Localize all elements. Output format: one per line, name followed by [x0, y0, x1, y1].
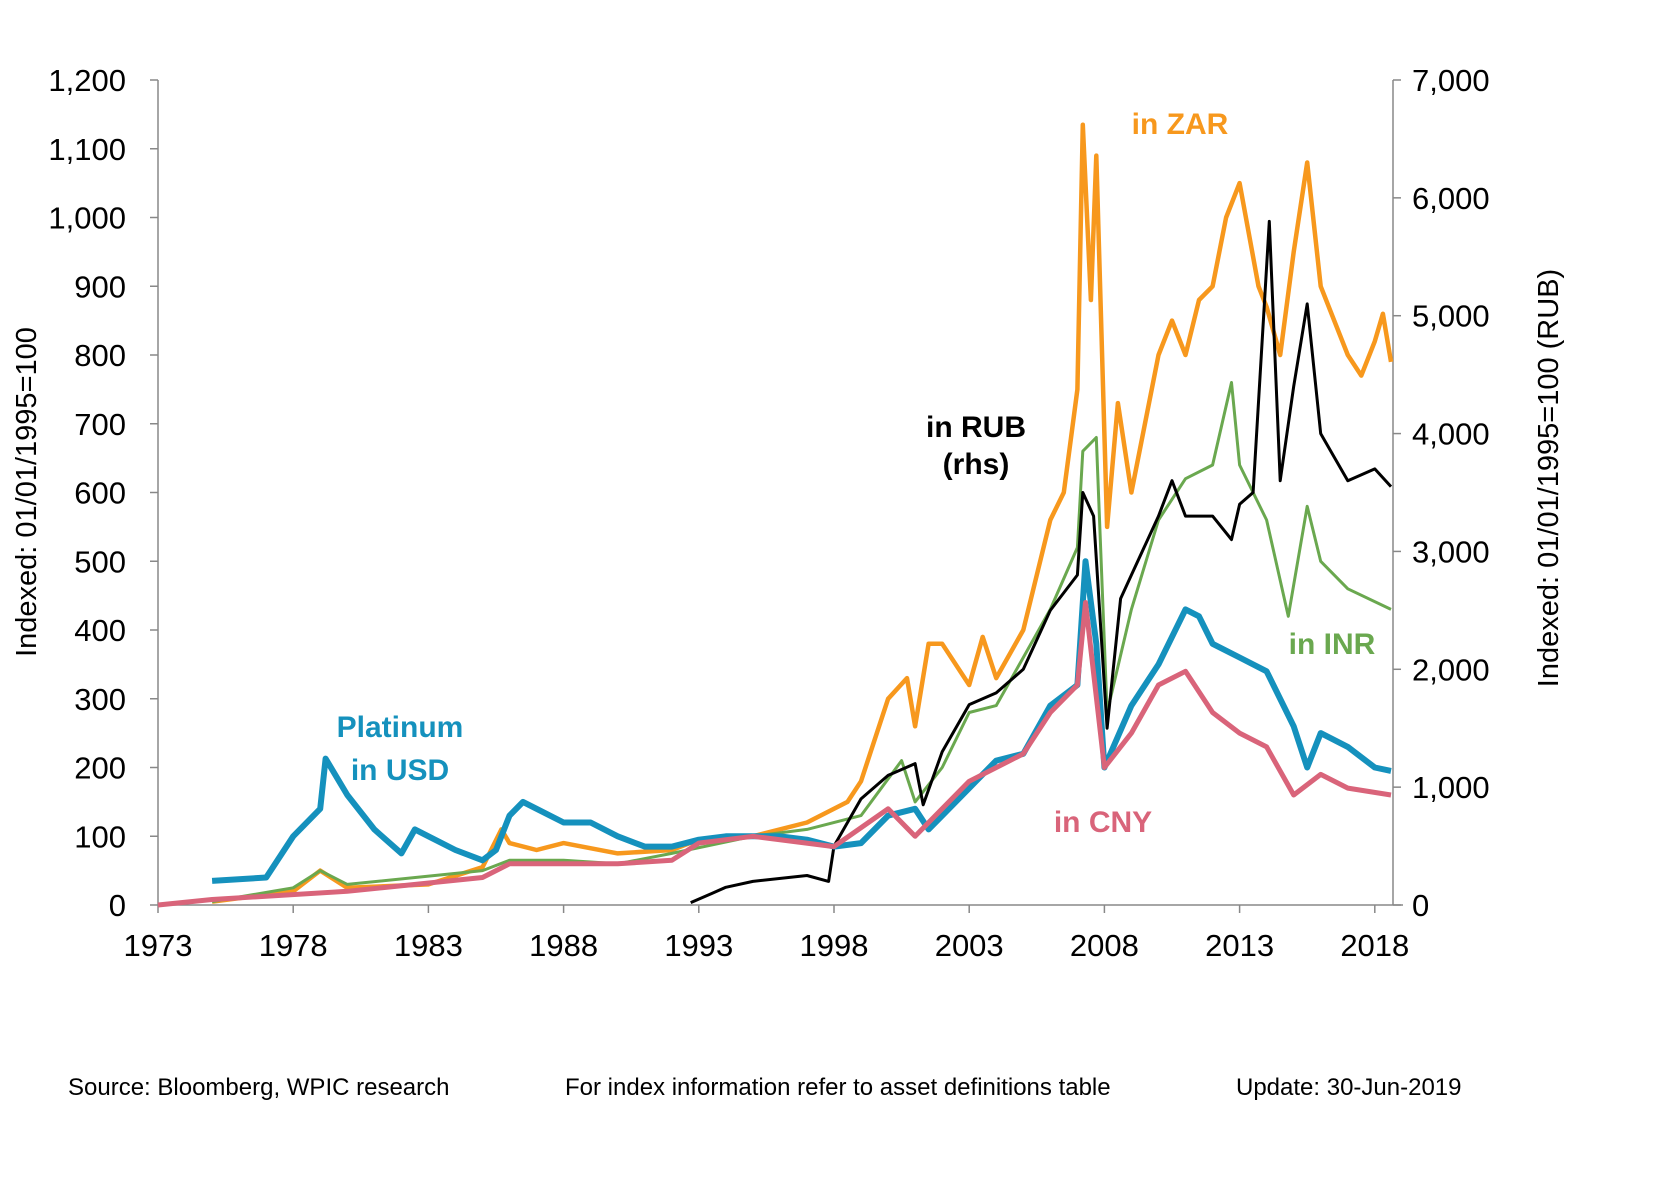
series-line-inr	[211, 381, 1392, 904]
y2-axis-label: Indexed: 01/01/1995=100 (RUB)	[1533, 269, 1565, 687]
x-tick-label: 2013	[1205, 928, 1274, 963]
y2-tick-label: 5,000	[1412, 299, 1490, 334]
y-tick-label: 500	[74, 544, 126, 579]
series-label-usd: Platinum	[337, 711, 464, 744]
series-label-rub: (rhs)	[943, 448, 1010, 481]
x-tick-label: 1983	[394, 928, 463, 963]
y-tick-label: 900	[74, 269, 126, 304]
y2-tick-label: 3,000	[1412, 534, 1490, 569]
y2-tick-label: 0	[1412, 888, 1429, 923]
y2-tick-label: 4,000	[1412, 417, 1490, 452]
y-tick-label: 1,200	[48, 63, 126, 98]
y-tick-label: 400	[74, 613, 126, 648]
series-line-cny	[157, 600, 1392, 908]
update-date: Update: 30-Jun-2019	[1236, 1074, 1462, 1101]
x-tick-label: 1998	[800, 928, 869, 963]
index-note: For index information refer to asset def…	[565, 1074, 1111, 1101]
y-axis-label: Indexed: 01/01/1995=100	[11, 327, 43, 657]
y-tick-label: 1,000	[48, 201, 126, 236]
y-tick-label: 800	[74, 338, 126, 373]
series-line-rub	[690, 219, 1393, 904]
y2-tick-label: 2,000	[1412, 652, 1490, 687]
y2-tick-label: 1,000	[1412, 770, 1490, 805]
y-tick-label: 1,100	[48, 132, 126, 167]
x-tick-label: 2008	[1070, 928, 1139, 963]
y2-tick-label: 7,000	[1412, 63, 1490, 98]
y-tick-label: 0	[109, 888, 126, 923]
x-tick-label: 1973	[124, 928, 193, 963]
series-label-cny: in CNY	[1054, 806, 1152, 839]
x-tick-label: 1993	[664, 928, 733, 963]
y2-tick-label: 6,000	[1412, 181, 1490, 216]
y-tick-label: 300	[74, 682, 126, 717]
series-label-inr: in INR	[1289, 628, 1376, 661]
y-tick-label: 200	[74, 751, 126, 786]
x-tick-label: 1978	[259, 928, 328, 963]
x-tick-label: 2003	[935, 928, 1004, 963]
x-tick-label: 2018	[1340, 928, 1409, 963]
y-tick-label: 700	[74, 407, 126, 442]
series-label-rub: in RUB	[926, 411, 1026, 444]
source-note: Source: Bloomberg, WPIC research	[68, 1074, 450, 1101]
series-label-zar: in ZAR	[1132, 108, 1229, 141]
x-tick-label: 1988	[529, 928, 598, 963]
series-line-zar	[211, 122, 1394, 904]
y-tick-label: 600	[74, 476, 126, 511]
series-label-usd: in USD	[351, 754, 449, 787]
y-tick-label: 100	[74, 819, 126, 854]
